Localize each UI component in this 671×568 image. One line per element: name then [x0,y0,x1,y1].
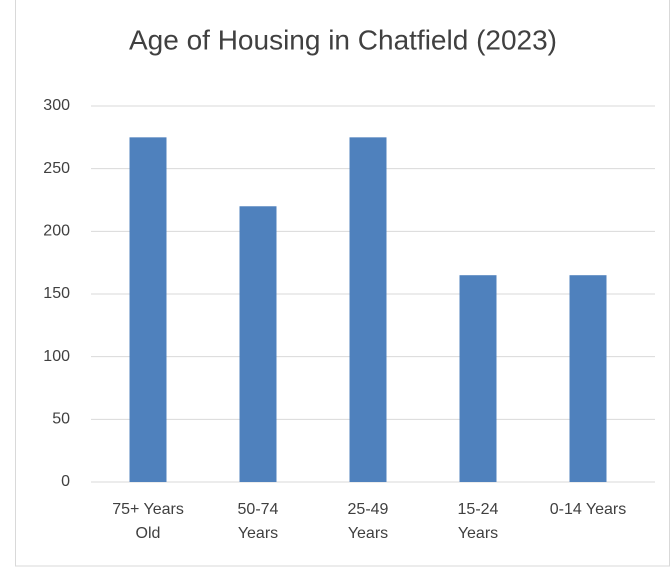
x-tick-label: 50-74 Years [238,501,279,542]
y-tick-label: 50 [52,411,70,428]
bar [129,137,167,483]
x-tick-label: 25-49 Years [348,501,389,542]
y-tick-label: 300 [43,97,70,114]
x-tick-label: 15-24 Years [458,501,499,542]
x-tick-label: 0-14 Years [550,501,627,518]
bar [569,275,607,482]
chart-border [15,0,670,567]
y-tick-label: 0 [61,473,70,490]
x-tick-label: 75+ Years Old [112,501,184,542]
y-tick-label: 250 [43,160,70,177]
chart-title: Age of Housing in Chatfield (2023) [129,24,557,55]
bar [459,275,497,482]
y-tick-label: 100 [43,348,70,365]
y-tick-label: 200 [43,223,70,240]
y-tick-label: 150 [43,285,70,302]
bar [239,206,277,482]
bar [349,137,387,483]
